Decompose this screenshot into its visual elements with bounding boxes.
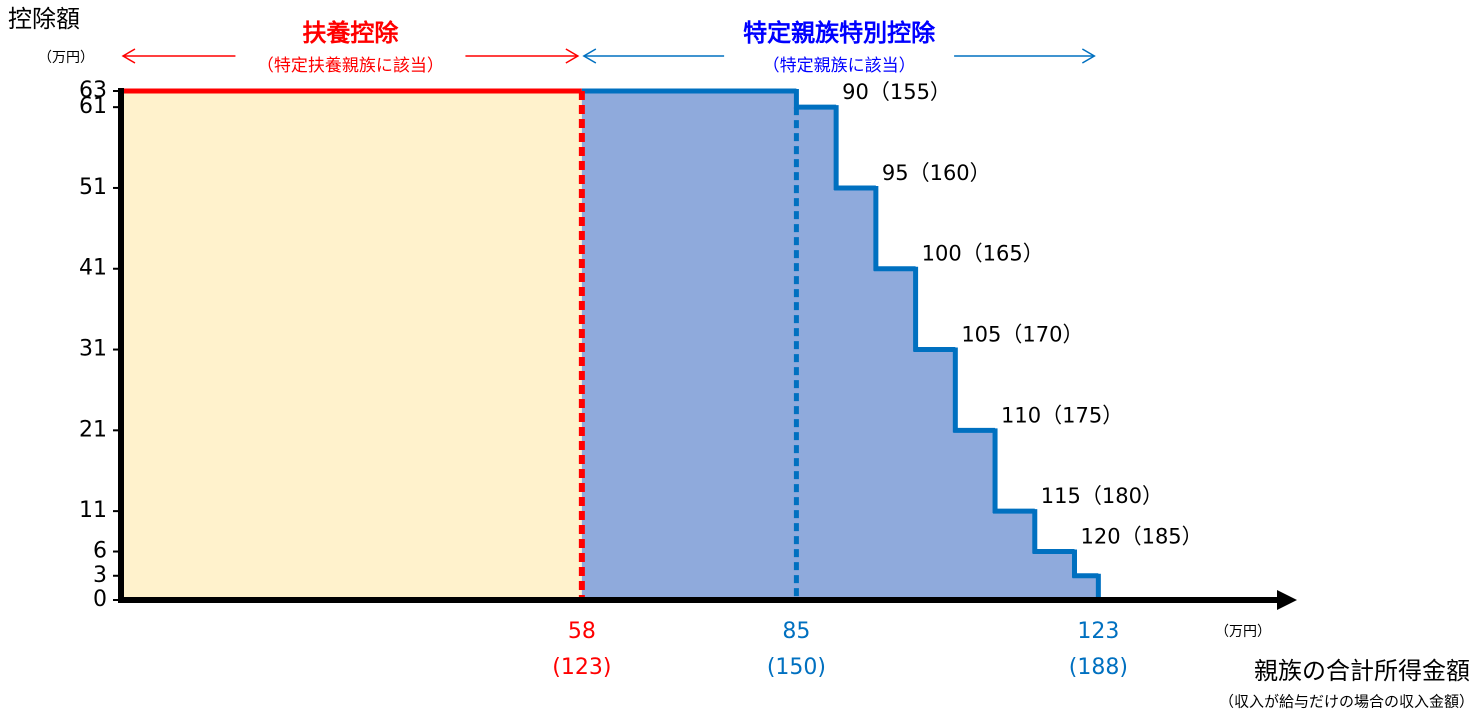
- y-tick-label: 63: [79, 78, 107, 103]
- y-tick-label: 11: [79, 498, 107, 523]
- y-tick-label: 41: [79, 256, 107, 281]
- y-tick-label: 6: [93, 539, 107, 564]
- step-label: 115（180）: [1041, 484, 1163, 508]
- region-title: 扶養控除: [302, 19, 399, 47]
- x-axis-label: 親族の合計所得金額: [1254, 657, 1470, 685]
- y-tick-label: 31: [79, 337, 107, 362]
- x-axis-sublabel: （収入が給与だけの場合の収入金額）: [1219, 693, 1474, 711]
- y-axis-label: 控除額: [8, 5, 80, 33]
- region-fill: [121, 91, 582, 600]
- step-label: 95（160）: [882, 161, 991, 185]
- y-tick-label: 61: [79, 94, 107, 119]
- y-tick-label: 3: [93, 563, 107, 588]
- step-label: 100（165）: [922, 242, 1044, 266]
- x-tick-label: 85: [782, 619, 810, 644]
- y-tick-label: 21: [79, 417, 107, 442]
- step-label: 110（175）: [1001, 403, 1123, 427]
- region-note: （特定扶養親族に該当）: [257, 56, 444, 76]
- step-label: 120（185）: [1081, 525, 1203, 549]
- arrow-head: [121, 48, 136, 64]
- x-axis-arrow: [1277, 590, 1297, 610]
- region-fill: [581, 91, 1099, 600]
- step-label: 90（155）: [842, 80, 951, 104]
- arrow-head: [582, 48, 597, 64]
- region-note: （特定親族に該当）: [763, 56, 916, 76]
- region-title: 特定親族特別控除: [743, 19, 936, 47]
- y-unit: （万円）: [38, 50, 94, 66]
- arrow-head: [565, 48, 580, 64]
- x-unit: （万円）: [1215, 624, 1271, 640]
- x-tick-sublabel: (150): [767, 655, 826, 680]
- x-tick-label: 58: [568, 619, 596, 644]
- x-tick-label: 123: [1077, 619, 1119, 644]
- x-tick-sublabel: (123): [552, 655, 611, 680]
- y-tick-label: 0: [93, 587, 107, 612]
- arrow-head: [1081, 48, 1096, 64]
- y-tick-label: 51: [79, 175, 107, 200]
- x-tick-sublabel: (188): [1069, 655, 1128, 680]
- step-label: 105（170）: [961, 323, 1083, 347]
